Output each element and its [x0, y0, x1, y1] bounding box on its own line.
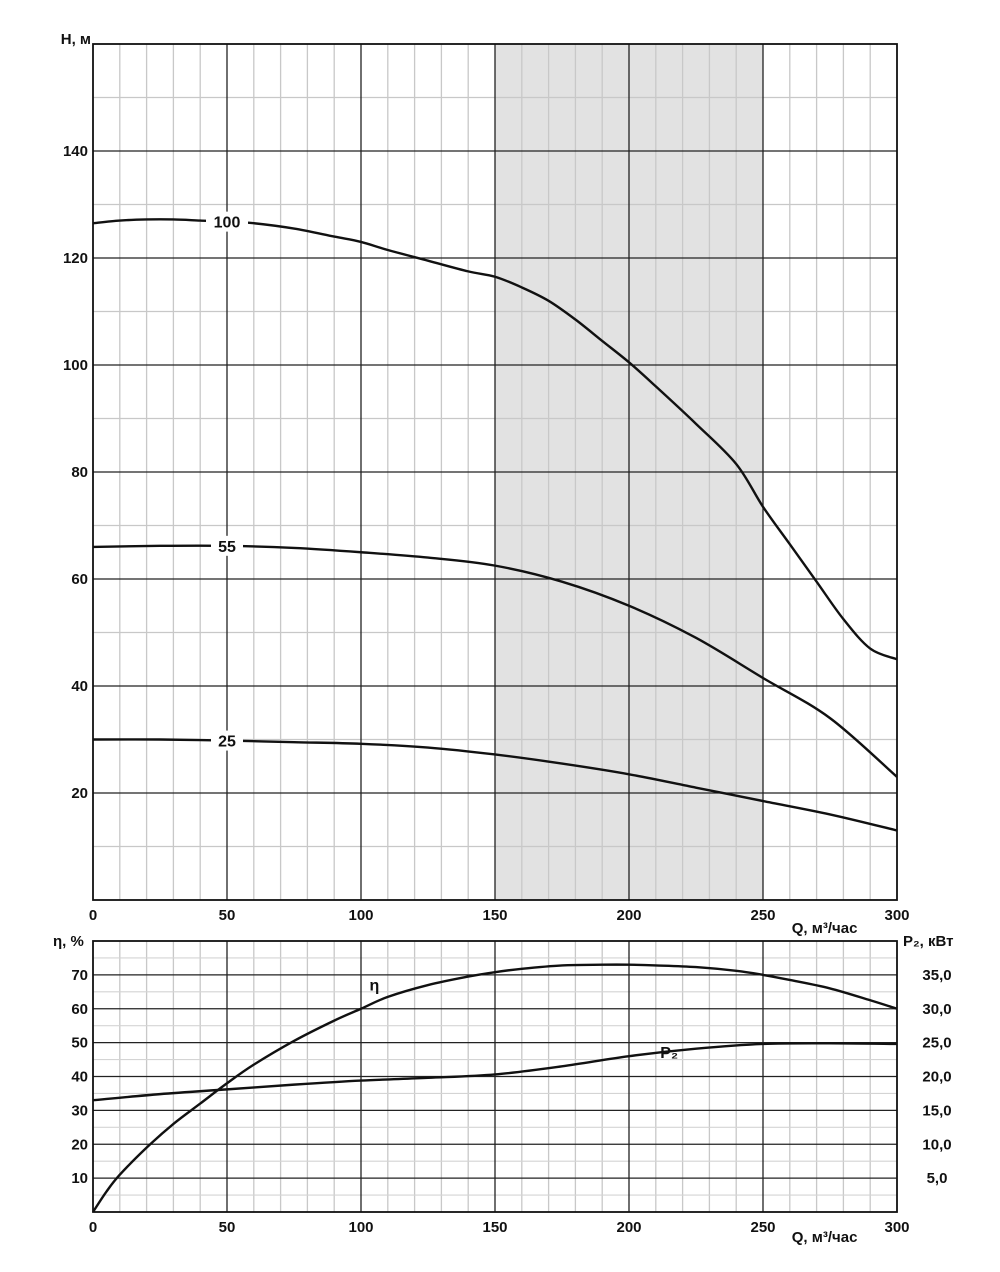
- x-axis-title: Q, м³/час: [792, 920, 858, 937]
- plot-frame: [92, 43, 898, 901]
- x-tick-label: 250: [750, 1219, 775, 1236]
- curve-label-bg: [206, 211, 248, 232]
- y-tick-label: 20: [71, 1136, 88, 1153]
- x-tick-label: 50: [219, 907, 236, 924]
- y-tick-label: 20: [71, 785, 88, 802]
- y-tick-label: 40: [71, 1069, 88, 1086]
- x-tick-label: 300: [884, 907, 909, 924]
- x-tick-label: 250: [750, 907, 775, 924]
- y-tick-label: 70: [71, 967, 88, 984]
- y-tick-label: 50: [71, 1035, 88, 1052]
- y-tick-label: 60: [71, 571, 88, 588]
- curve-label-100: 100: [214, 215, 241, 232]
- y-tick-label: 80: [71, 464, 88, 481]
- x-tick-label: 100: [348, 1219, 373, 1236]
- y-right-tick-label: 20,0: [922, 1069, 951, 1086]
- x-axis-title: Q, м³/час: [792, 1229, 858, 1246]
- y-axis-title: H, м: [61, 31, 91, 48]
- y-right-tick-label: 15,0: [922, 1102, 951, 1119]
- y-tick-label: 30: [71, 1102, 88, 1119]
- y-tick-label: 60: [71, 1001, 88, 1018]
- curve-label-bg: [211, 535, 243, 556]
- y-tick-label: 140: [63, 143, 88, 160]
- y-tick-label: 10: [71, 1170, 88, 1187]
- x-tick-label: 50: [219, 1219, 236, 1236]
- y-right-tick-label: 30,0: [922, 1001, 951, 1018]
- plot-frame: [92, 940, 898, 1213]
- curve-label-25: 25: [218, 734, 236, 751]
- y-axis-title: η, %: [53, 933, 84, 950]
- x-tick-label: 150: [482, 1219, 507, 1236]
- y-right-tick-label: 10,0: [922, 1136, 951, 1153]
- curve-label-power: P₂: [660, 1045, 678, 1062]
- x-tick-label: 200: [616, 1219, 641, 1236]
- y-right-tick-label: 5,0: [927, 1170, 948, 1187]
- y-right-tick-label: 35,0: [922, 967, 951, 984]
- efficiency-power-chart: η P₂ 0 50 100 150 200 250 300 10 20 30 40 50 60 70 5,0 10…: [53, 933, 954, 1246]
- x-tick-label: 0: [89, 1219, 97, 1236]
- curve-efficiency: [91, 963, 898, 1213]
- x-tick-label: 100: [348, 907, 373, 924]
- curve-label-bg: [211, 730, 243, 751]
- curve-label-efficiency: η: [370, 977, 380, 994]
- y-tick-label: 100: [63, 357, 88, 374]
- x-tick-label: 200: [616, 907, 641, 924]
- x-tick-label: 300: [884, 1219, 909, 1236]
- y-tick-label: 40: [71, 678, 88, 695]
- y-tick-label: 120: [63, 250, 88, 267]
- y-right-tick-label: 25,0: [922, 1035, 951, 1052]
- curve-label-55: 55: [218, 539, 236, 556]
- x-tick-label: 150: [482, 907, 507, 924]
- curve-power: [92, 1042, 898, 1102]
- x-tick-label: 0: [89, 907, 97, 924]
- y-right-axis-title: P₂, кВт: [903, 933, 954, 950]
